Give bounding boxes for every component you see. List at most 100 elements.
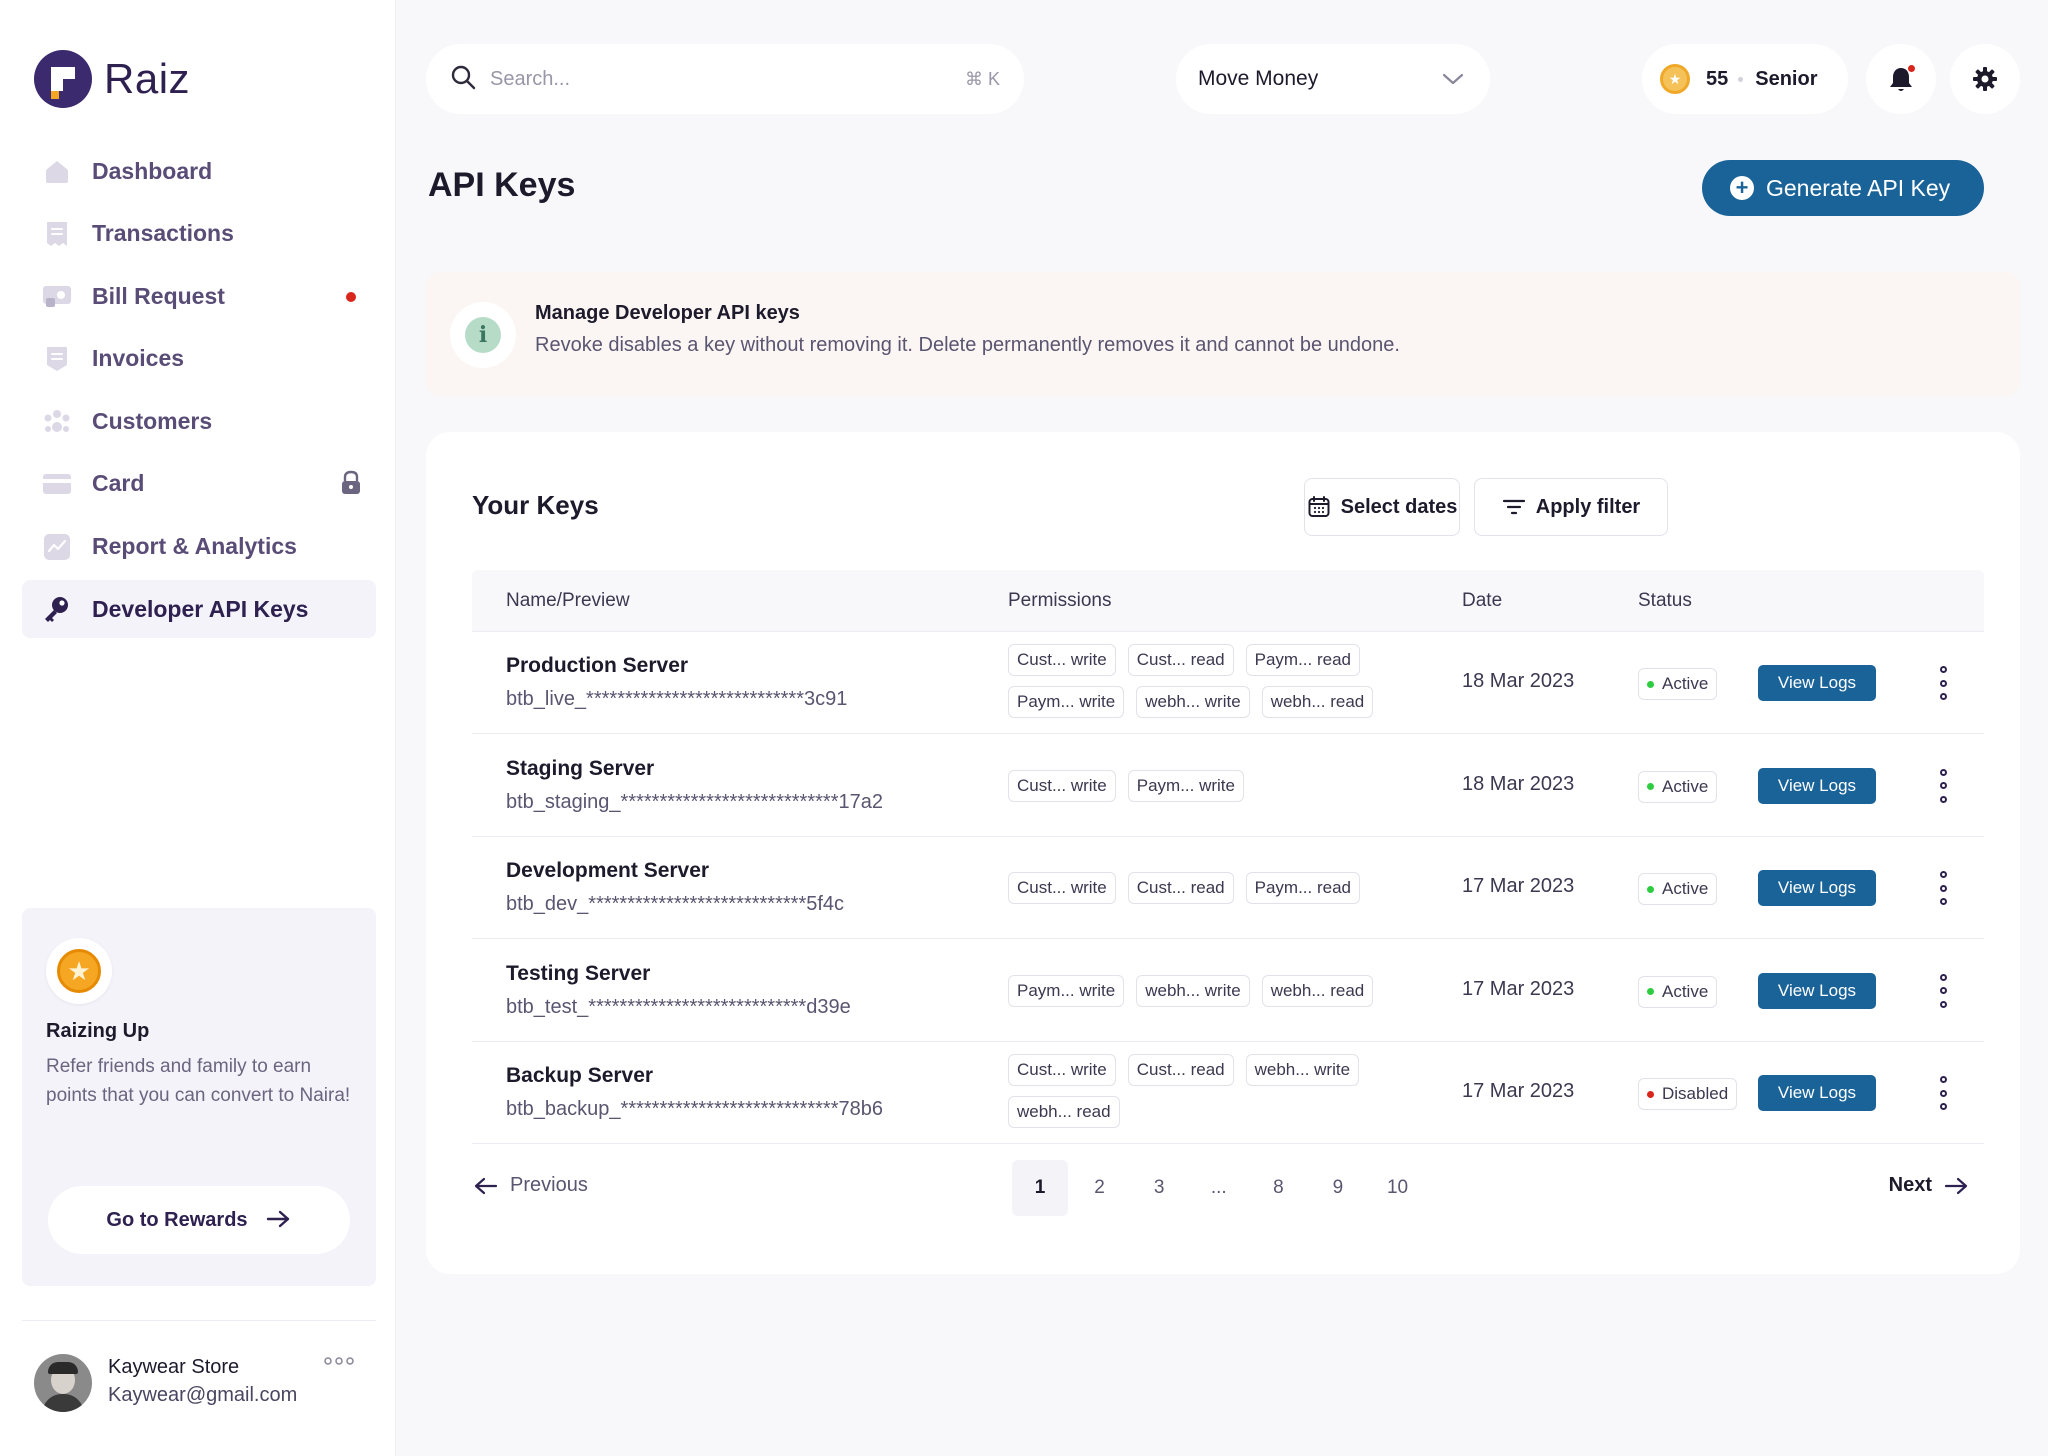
page-ellipsis: ... [1210,1177,1227,1198]
key-name: Development Server [506,859,710,883]
notifications-button[interactable] [1866,44,1936,114]
card-icon [42,470,72,498]
permission-chip: webh... read [1008,1096,1120,1129]
arrow-left-icon [472,1176,498,1196]
key-name: Backup Server [506,1064,654,1088]
move-money-dropdown[interactable]: Move Money [1176,44,1490,114]
go-to-rewards-button[interactable]: Go to Rewards [48,1186,350,1254]
promo-title: Raizing Up [46,1020,150,1042]
customers-icon [42,407,72,435]
page-number[interactable]: 2 [1094,1177,1105,1198]
permissions-list: Cust... write Paym... write [1008,769,1428,802]
filter-icon [1502,497,1526,517]
sidebar-item-label: Bill Request [92,282,225,309]
points-badge[interactable]: ★ 55 Senior [1642,44,1848,114]
status-badge: Disabled [1638,1078,1738,1111]
key-name: Production Server [506,654,689,677]
column-header-permissions: Permissions [1008,590,1112,611]
sidebar-item-report-analytics[interactable]: Report & Analytics [22,518,376,576]
search-shortcut: ⌘ K [964,68,1000,89]
gear-icon [1972,66,1998,92]
sidebar-item-label: Dashboard [92,157,213,184]
view-logs-button[interactable]: View Logs [1758,972,1876,1009]
key-date: 17 Mar 2023 [1462,1080,1575,1103]
permission-chip: Cust... write [1008,644,1116,676]
sidebar-item-customers[interactable]: Customers [22,392,376,450]
sidebar-item-developer-api-keys[interactable]: Developer API Keys [22,580,376,639]
sidebar-item-card[interactable]: Card [22,455,376,513]
select-dates-button[interactable]: Select dates [1304,478,1460,536]
more-options-icon[interactable] [324,1350,354,1371]
column-header-date: Date [1462,590,1503,611]
rewards-badge: ★ [46,938,112,1004]
key-date: 18 Mar 2023 [1462,772,1575,795]
apply-filter-button[interactable]: Apply filter [1474,478,1668,536]
next-page-button[interactable]: Next [1889,1174,1970,1197]
promo-text: Refer friends and family to earn points … [46,1056,351,1106]
permission-chip: webh... write [1136,686,1250,718]
page-number[interactable]: 1 [1012,1160,1068,1216]
analytics-icon [42,533,72,561]
column-header-name: Name/Preview [506,590,630,611]
more-vertical-icon[interactable] [1936,768,1950,803]
page-number[interactable]: 9 [1332,1177,1344,1198]
permission-chip: Cust... write [1008,872,1116,905]
plus-icon: + [1730,176,1754,200]
status-dot [1647,783,1654,791]
logo[interactable]: Raiz [34,50,190,108]
keys-title: Your Keys [472,490,599,520]
permission-chip: webh... write [1245,1054,1360,1087]
permission-chip: Paym... read [1245,872,1360,905]
more-vertical-icon[interactable] [1936,1076,1950,1111]
star-coin-icon: ★ [1660,64,1690,94]
sidebar-item-invoices[interactable]: Invoices [22,330,376,388]
settings-button[interactable] [1950,44,2020,114]
view-logs-button[interactable]: View Logs [1758,870,1876,907]
key-preview: btb_test_****************************d39… [506,995,851,1018]
page-number[interactable]: 8 [1273,1177,1284,1198]
permission-chip: Paym... write [1008,686,1125,718]
search-icon [450,64,476,95]
sidebar-item-transactions[interactable]: Transactions [22,205,376,263]
separator-dot [1738,76,1744,82]
status-badge: Active [1638,873,1718,906]
view-logs-button[interactable]: View Logs [1758,1075,1876,1112]
more-vertical-icon[interactable] [1936,666,1950,700]
info-icon-wrap: i [450,302,516,368]
sidebar-item-label: Invoices [92,345,185,372]
more-vertical-icon[interactable] [1936,871,1950,906]
previous-page-button[interactable]: Previous [472,1174,588,1197]
page-number[interactable]: 10 [1386,1177,1409,1198]
home-icon [42,157,72,185]
permissions-list: Cust... write Cust... read webh... write we… [1008,1054,1428,1129]
sidebar-item-label: Report & Analytics [92,533,297,560]
view-logs-button[interactable]: View Logs [1758,665,1876,701]
status-badge: Active [1638,770,1718,803]
column-header-status: Status [1638,590,1692,611]
notification-dot [1907,64,1916,73]
key-name: Testing Server [506,961,651,985]
key-date: 17 Mar 2023 [1462,875,1575,898]
key-icon [42,595,72,623]
status-dot [1647,680,1654,688]
permission-chip: webh... read [1261,974,1374,1007]
rank-label: Senior [1755,67,1818,90]
page-number[interactable]: 3 [1153,1177,1165,1198]
more-vertical-icon[interactable] [1936,973,1950,1008]
table-row: Backup Server btb_backup_****************… [472,1042,1984,1145]
info-banner: i Manage Developer API keys Revoke disab… [426,272,2020,396]
arrow-right-icon [1944,1176,1970,1196]
page-title: API Keys [428,166,576,204]
select-dates-label: Select dates [1340,495,1458,518]
search-bar[interactable]: Search... ⌘ K [426,44,1024,114]
bill-icon [42,282,72,310]
info-icon: i [465,317,501,353]
generate-api-key-button[interactable]: + Generate API Key [1702,160,1984,216]
receipt-icon [42,220,72,248]
view-logs-button[interactable]: View Logs [1758,767,1876,804]
info-text: Revoke disables a key without removing i… [535,334,1400,356]
status-badge: Active [1638,668,1718,700]
sidebar-item-bill-request[interactable]: Bill Request [22,267,376,325]
user-profile[interactable]: Kaywear Store Kaywear@gmail.com [34,1350,364,1412]
sidebar-item-dashboard[interactable]: Dashboard [22,142,376,200]
